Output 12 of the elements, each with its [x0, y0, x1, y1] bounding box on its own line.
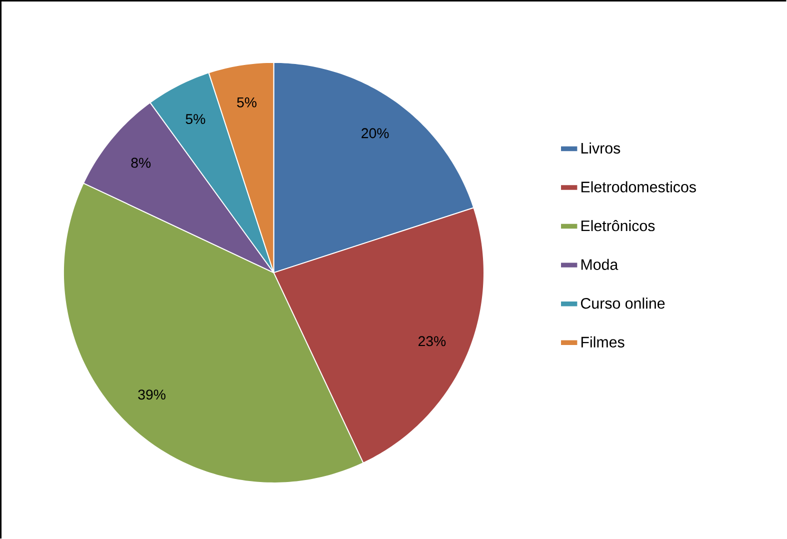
- legend-label: Curso online: [580, 297, 665, 309]
- data-label: 5%: [237, 97, 256, 108]
- legend-label: Moda: [581, 258, 618, 270]
- legend-label: Livros: [581, 142, 620, 154]
- legend-label: Eletrônicos: [581, 220, 655, 232]
- legend-label: Eletrodomesticos: [581, 181, 696, 192]
- data-label: 5%: [186, 114, 206, 124]
- legend-label: Filmes: [581, 336, 624, 348]
- data-label: 20%: [362, 128, 389, 138]
- data-label: 23%: [418, 336, 446, 346]
- data-label: 39%: [138, 389, 166, 400]
- data-label: 8%: [131, 158, 151, 168]
